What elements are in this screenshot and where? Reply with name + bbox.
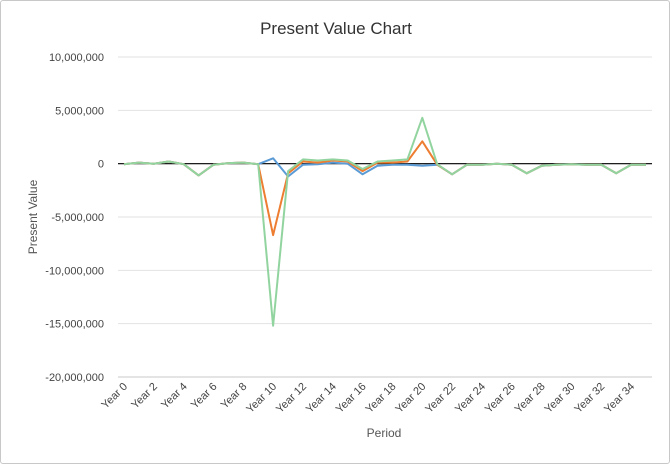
x-tick-label: Year 10 [244, 381, 279, 416]
x-tick-label: Year 0 [99, 381, 130, 412]
x-tick-label: Year 18 [364, 381, 399, 416]
y-axis-label: Present Value [26, 179, 40, 254]
x-tick-label: Year 28 [513, 381, 548, 416]
x-tick-label: Year 20 [393, 381, 428, 416]
chart-title: Present Value Chart [260, 19, 412, 38]
y-tick-label: 5,000,000 [55, 105, 104, 117]
series-line-3 [123, 116, 646, 327]
y-tick-label: 0 [98, 159, 104, 171]
x-tick-label: Year 16 [334, 381, 369, 416]
x-tick-label: Year 26 [483, 381, 518, 416]
y-tick-label: -15,000,000 [45, 319, 104, 331]
x-tick-label: Year 22 [423, 381, 458, 416]
series-lines [123, 116, 646, 327]
y-tick-label: -5,000,000 [51, 212, 104, 224]
series-line-2 [123, 140, 646, 237]
x-tick-label: Year 14 [304, 381, 339, 416]
x-tick-label: Year 34 [602, 381, 637, 416]
x-tick-label: Year 24 [453, 381, 488, 416]
x-tick-label: Year 30 [543, 381, 578, 416]
x-tick-label: Year 6 [189, 381, 220, 412]
x-tick-label: Year 12 [274, 381, 309, 416]
y-axis: 10,000,000 5,000,000 0 -5,000,000 -10,000,00… [45, 52, 104, 384]
y-tick-label: -10,000,000 [45, 265, 104, 277]
x-tick-label: Year 32 [572, 381, 607, 416]
x-axis-label: Period [367, 426, 402, 440]
y-tick-label: -20,000,000 [45, 372, 104, 384]
x-tick-label: Year 4 [159, 381, 190, 412]
grid-lines [118, 56, 652, 378]
x-tick-label: Year 2 [129, 381, 160, 412]
y-tick-label: 10,000,000 [49, 52, 104, 64]
